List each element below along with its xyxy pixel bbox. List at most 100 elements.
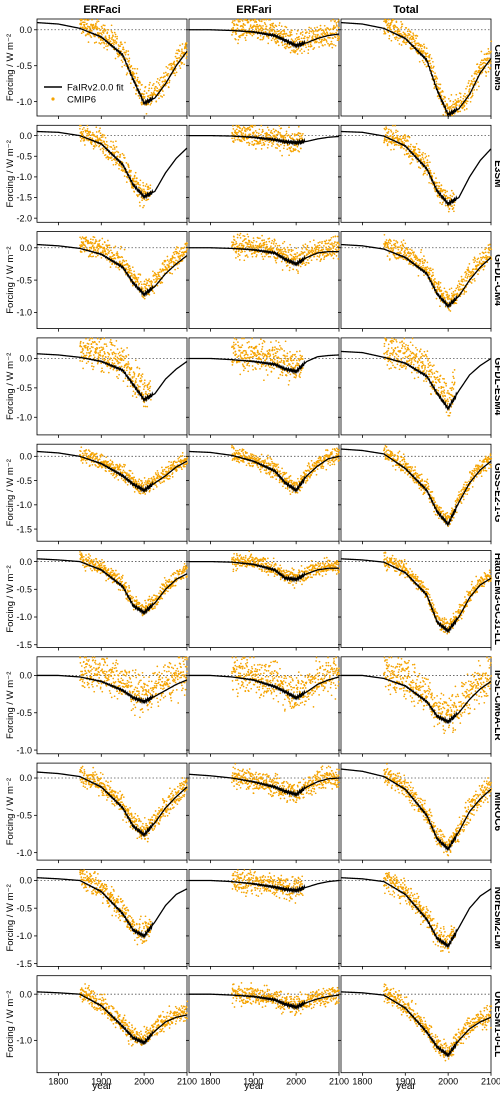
cmip-point	[399, 341, 401, 344]
cmip-point	[254, 252, 256, 254]
cmip-point	[336, 25, 338, 27]
y-tick-label: -0.5	[16, 151, 32, 161]
cmip-point	[257, 134, 260, 137]
cmip-point	[122, 46, 125, 49]
cmip-point	[114, 159, 117, 161]
cmip-point	[320, 258, 323, 260]
cmip-point	[114, 355, 117, 357]
cmip-point	[248, 142, 251, 145]
cmip-point	[412, 32, 414, 35]
cmip-point	[423, 47, 426, 49]
cmip-point	[261, 234, 263, 237]
cmip-point	[258, 128, 261, 131]
cmip-point	[110, 256, 112, 258]
cmip-point	[301, 247, 304, 250]
cmip-point	[428, 55, 431, 58]
cmip-point	[286, 148, 289, 151]
cmip-point	[390, 28, 393, 31]
cmip-point	[320, 246, 323, 249]
cmip-point	[394, 124, 397, 127]
cmip-point	[233, 344, 235, 346]
cmip-point	[255, 240, 258, 243]
cmip-point	[143, 204, 145, 207]
cmip-point	[264, 255, 266, 258]
cmip-point	[94, 143, 97, 145]
cmip-point	[128, 371, 131, 374]
cmip-point	[272, 353, 275, 356]
cmip-point	[178, 50, 181, 53]
cmip-point	[387, 343, 390, 346]
cmip-point	[265, 134, 268, 136]
cmip-point	[324, 242, 327, 245]
cmip-point	[233, 239, 236, 242]
cmip-point	[397, 248, 400, 251]
cmip-point	[329, 253, 332, 256]
cmip-point	[89, 131, 92, 134]
cmip-point	[162, 83, 165, 86]
cmip-point	[148, 392, 150, 395]
cmip-point	[103, 28, 106, 30]
cmip-point	[177, 267, 179, 270]
cmip-point	[436, 286, 439, 289]
cmip-point	[265, 27, 267, 30]
cmip-point	[248, 126, 251, 129]
cmip-point	[151, 281, 153, 283]
cmip-point	[289, 373, 292, 376]
cmip-point	[403, 142, 405, 144]
cmip-point	[390, 367, 392, 369]
cmip-point	[79, 344, 82, 347]
cmip-point	[240, 346, 243, 349]
cmip-point	[277, 41, 280, 43]
cmip-point	[101, 33, 103, 36]
cmip-point	[239, 354, 242, 356]
cmip-point	[107, 355, 110, 358]
cmip-point	[84, 346, 86, 349]
cmip-point	[176, 57, 179, 60]
cmip-point	[396, 130, 399, 133]
y-tick-label: -0.5	[16, 61, 32, 71]
cmip-point	[335, 244, 338, 246]
cmip-point	[400, 138, 403, 141]
cmip-point	[172, 256, 175, 259]
cmip-point	[385, 246, 387, 249]
cmip-point	[283, 350, 286, 352]
cmip-point	[257, 351, 259, 353]
cmip-point	[474, 280, 476, 282]
cmip-point	[319, 24, 322, 27]
cmip-point	[308, 249, 310, 252]
cmip-point	[488, 50, 490, 53]
cmip-point	[331, 43, 333, 45]
cmip-point	[255, 368, 257, 370]
cmip-point	[105, 356, 107, 359]
cmip-point	[398, 37, 400, 40]
cmip-point	[251, 126, 254, 128]
cmip-point	[276, 147, 278, 149]
cmip-point	[247, 21, 250, 23]
cmip-point	[474, 257, 476, 260]
cmip-point	[266, 146, 269, 149]
cmip-point	[429, 267, 432, 270]
cmip-point	[303, 50, 306, 53]
cmip-point	[405, 41, 408, 44]
cmip-point	[135, 92, 137, 95]
cmip-point	[134, 171, 137, 174]
cmip-point	[102, 29, 104, 32]
cmip-point	[455, 287, 458, 290]
cmip-point	[452, 291, 455, 293]
cmip-point	[146, 386, 149, 389]
cmip-point	[480, 50, 483, 53]
cmip-point	[233, 347, 236, 350]
cmip-point	[179, 67, 182, 69]
cmip-point	[391, 247, 393, 249]
cmip-point	[87, 19, 90, 21]
cmip-point	[420, 47, 423, 50]
cmip-point	[122, 359, 125, 362]
cmip-point	[432, 274, 435, 277]
cmip-point	[384, 139, 387, 141]
cmip-point	[393, 255, 396, 257]
cmip-point	[389, 134, 392, 137]
cmip-point	[277, 131, 280, 134]
cmip-point	[298, 373, 301, 375]
cmip-point	[334, 20, 337, 22]
cmip-point	[113, 41, 116, 44]
